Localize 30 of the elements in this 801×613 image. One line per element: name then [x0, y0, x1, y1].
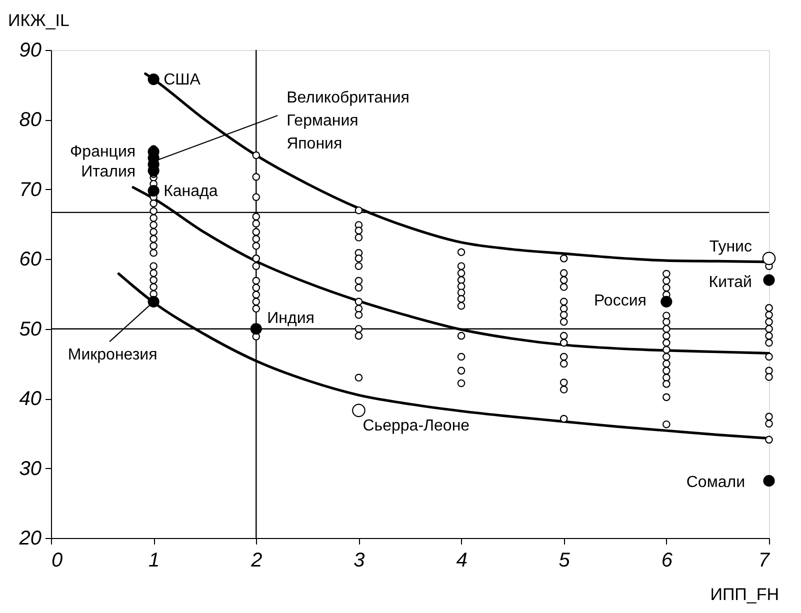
- annotation: Индия: [267, 310, 314, 327]
- annotation: Сьерра-Леоне: [362, 417, 470, 434]
- y-tick-label: 20: [18, 528, 42, 550]
- x-tick-label: 7: [758, 550, 770, 572]
- annotation: Россия: [594, 292, 646, 310]
- x-axis-title: ИПП_FH: [710, 585, 779, 604]
- annotation: Канада: [164, 182, 218, 200]
- annotation: Великобритания Германия Япония: [286, 90, 410, 153]
- annotation: США: [164, 71, 201, 88]
- x-tick-label: 5: [558, 550, 571, 572]
- y-tick-label: 50: [19, 318, 42, 340]
- y-axis-title: ИКЖ_IL: [8, 11, 70, 30]
- x-tick-label: 2: [250, 550, 262, 572]
- y-tick-label: 60: [19, 248, 42, 271]
- y-tick-label: 70: [19, 178, 42, 201]
- y-tick-label: 40: [19, 388, 42, 410]
- x-tick-label: 4: [456, 550, 468, 572]
- y-tick-label: 90: [19, 40, 42, 62]
- y-tick-label: 30: [19, 458, 42, 480]
- annotation: Франция: [70, 144, 136, 161]
- x-tick-label: 6: [661, 550, 674, 572]
- x-tick-label: 0: [52, 550, 63, 572]
- annotation: Китай: [708, 274, 752, 292]
- annotation: Тунис: [709, 238, 752, 256]
- annotation: Микронезия: [68, 346, 158, 364]
- annotation: Италия: [81, 164, 136, 181]
- x-tick-label: 3: [354, 550, 365, 572]
- annotation: Сомали: [686, 474, 745, 491]
- x-tick-label: 1: [148, 550, 160, 572]
- y-tick-label: 80: [19, 109, 42, 132]
